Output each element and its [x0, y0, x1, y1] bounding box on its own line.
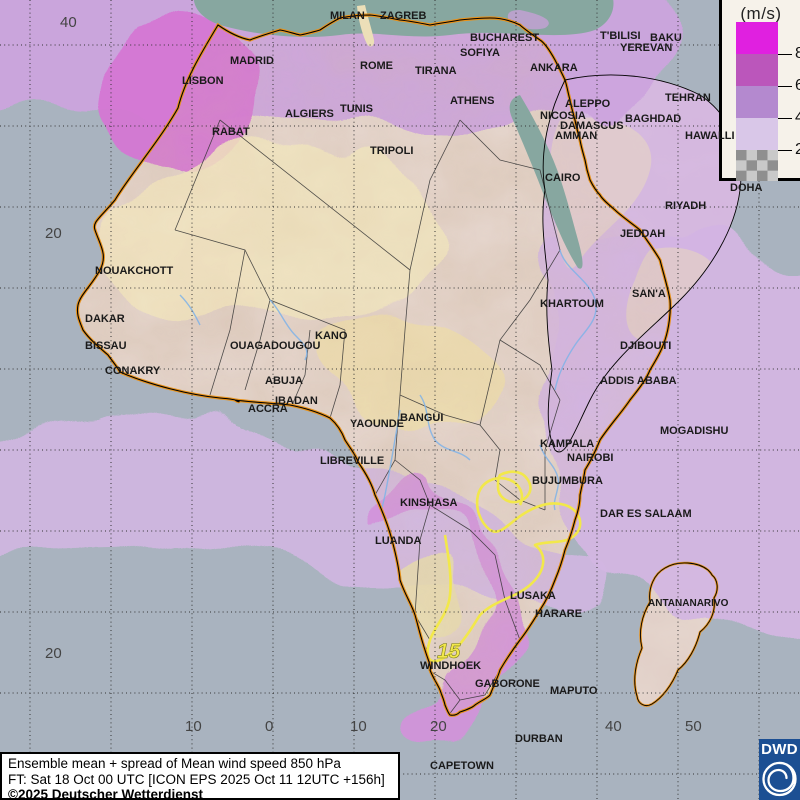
svg-text:DWD: DWD — [761, 741, 798, 758]
